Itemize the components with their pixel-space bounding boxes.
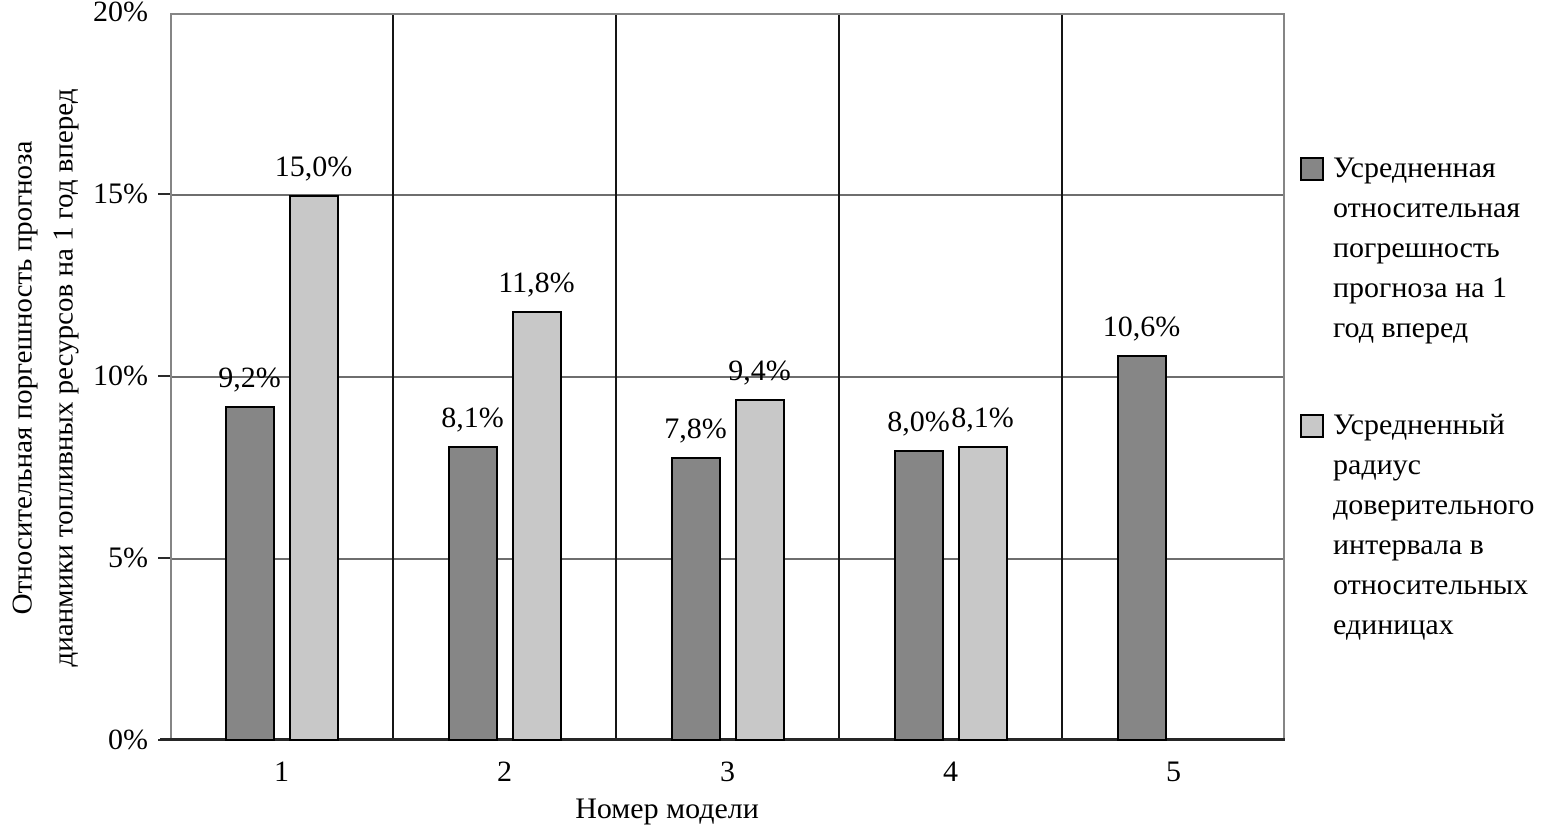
- h-gridline-5pct: [172, 558, 1283, 560]
- v-gridline-3: [838, 15, 840, 739]
- v-gridline-4: [1061, 15, 1063, 739]
- y-tick-mark-10%: [158, 375, 170, 377]
- x-tick-label-1: 1: [274, 755, 289, 788]
- bar-series2-model1: [288, 195, 339, 741]
- legend-swatch-series1: [1300, 157, 1324, 181]
- y-tick-label-0%: 0%: [108, 723, 148, 756]
- bar-value-label-series2-model3: 9,4%: [728, 354, 791, 387]
- x-axis-line: [160, 738, 1285, 741]
- bar-series1-model5: [1116, 355, 1167, 741]
- y-tick-mark-5%: [158, 557, 170, 559]
- bar-value-label-series2-model2: 11,8%: [498, 266, 575, 299]
- bar-value-label-series1-model2: 8,1%: [441, 401, 504, 434]
- bar-series2-model2: [511, 311, 562, 741]
- y-tick-label-20%: 20%: [93, 0, 148, 28]
- x-tick-label-5: 5: [1166, 755, 1181, 788]
- y-tick-label-5%: 5%: [108, 541, 148, 574]
- legend-item-series1: Усредненная относительная погрешность пр…: [1300, 148, 1550, 348]
- v-gridline-1: [392, 15, 394, 739]
- legend-swatch-series2: [1300, 414, 1324, 438]
- bar-value-label-series1-model5: 10,6%: [1102, 310, 1181, 343]
- x-tick-label-4: 4: [943, 755, 958, 788]
- bar-value-label-series1-model1: 9,2%: [218, 361, 281, 394]
- bar-series2-model4: [957, 446, 1008, 741]
- plot-area: [170, 13, 1285, 741]
- bar-series1-model1: [224, 406, 275, 741]
- legend: Усредненная относительная погрешность пр…: [1300, 148, 1550, 645]
- x-axis-title: Номер модели: [575, 792, 759, 825]
- y-tick-mark-15%: [158, 193, 170, 195]
- x-tick-label-2: 2: [497, 755, 512, 788]
- v-gridline-2: [615, 15, 617, 739]
- bar-series1-model4: [893, 450, 944, 741]
- bar-series1-model3: [670, 457, 721, 741]
- y-tick-label-10%: 10%: [93, 359, 148, 392]
- bar-value-label-series2-model4: 8,1%: [951, 401, 1014, 434]
- bar-value-label-series1-model3: 7,8%: [664, 412, 727, 445]
- h-gridline-15pct: [172, 194, 1283, 196]
- legend-label-series1: Усредненная относительная погрешность пр…: [1333, 151, 1521, 344]
- bar-series2-model3: [734, 399, 785, 741]
- bar-series1-model2: [447, 446, 498, 741]
- bar-value-label-series2-model1: 15,0%: [274, 150, 353, 183]
- legend-item-series2: Усредненный радиус доверительного интерв…: [1300, 405, 1550, 645]
- y-tick-label-15%: 15%: [93, 177, 148, 210]
- h-gridline-10pct: [172, 376, 1283, 378]
- x-tick-label-3: 3: [720, 755, 735, 788]
- legend-label-series2: Усредненный радиус доверительного интерв…: [1333, 408, 1535, 641]
- bar-value-label-series1-model4: 8,0%: [887, 405, 950, 438]
